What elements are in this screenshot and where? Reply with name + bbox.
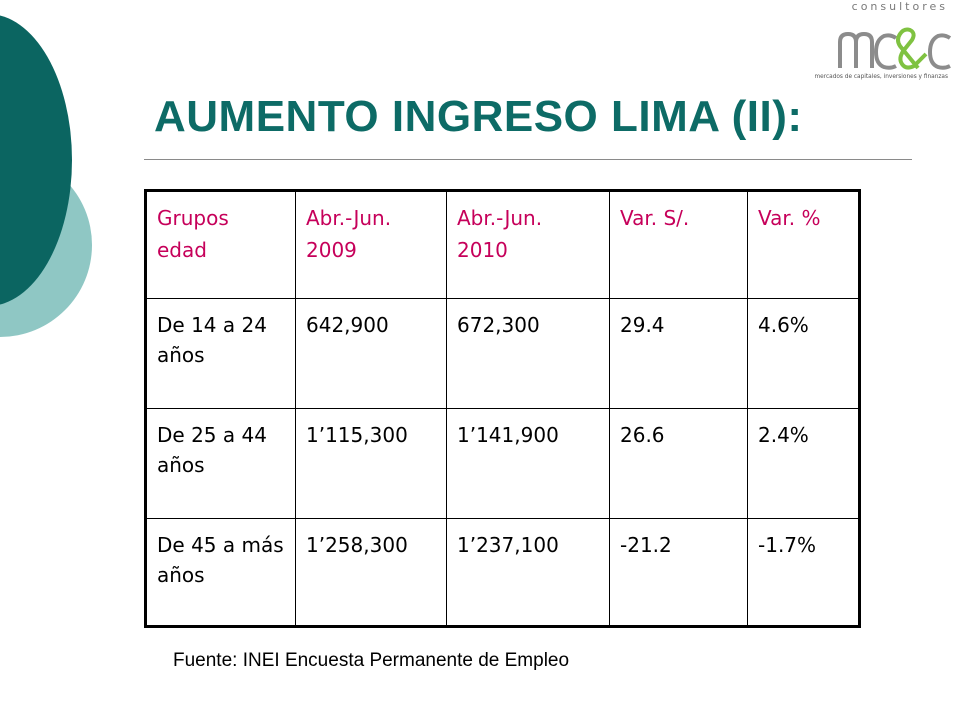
cell-2009: 1’115,300 [295,408,447,519]
slide-title: AUMENTO INGRESO LIMA (II): [154,92,803,141]
cell-2010: 1’237,100 [446,518,610,627]
header-cell-2010: Abr.-Jun. 2010 [446,190,610,299]
source-note: Fuente: INEI Encuesta Permanente de Empl… [173,650,570,671]
company-logo: consultores mercados de capitales, inver… [814,0,952,90]
cell-2010: 672,300 [446,298,610,409]
table-row: De 45 a más años 1’258,300 1’237,100 -21… [145,518,860,627]
cell-2010: 1’141,900 [446,408,610,519]
header-cell-var-soles: Var. S/. [609,190,748,299]
cell-var-soles: 29.4 [609,298,748,409]
cell-2009: 642,900 [295,298,447,409]
cell-2009: 1’258,300 [295,518,447,627]
header-cell-age-group: Grupos edad [145,190,296,299]
cell-var-soles: -21.2 [609,518,748,627]
header-cell-var-percent: Var. % [747,190,860,299]
table-row: De 14 a 24 años 642,900 672,300 29.4 4.6… [145,298,860,409]
logo-mark-icon [838,27,952,70]
cell-var-soles: 26.6 [609,408,748,519]
cell-age-group: De 14 a 24 años [145,298,296,409]
dark-teal-circle [0,15,72,305]
header-cell-2009: Abr.-Jun. 2009 [295,190,447,299]
cell-var-percent: 4.6% [747,298,860,409]
table-header-row: Grupos edad Abr.-Jun. 2009 Abr.-Jun. 201… [145,190,860,299]
cell-age-group: De 25 a 44 años [145,408,296,519]
title-divider [144,159,912,160]
decorative-circles [0,0,120,420]
cell-age-group: De 45 a más años [145,518,296,627]
cell-var-percent: -1.7% [747,518,860,627]
table-row: De 25 a 44 años 1’115,300 1’141,900 26.6… [145,408,860,519]
logo-subtitle: mercados de capitales, inversiones y fin… [814,74,948,80]
cell-var-percent: 2.4% [747,408,860,519]
income-table: Grupos edad Abr.-Jun. 2009 Abr.-Jun. 201… [144,189,861,628]
logo-top-text: consultores [851,0,948,13]
